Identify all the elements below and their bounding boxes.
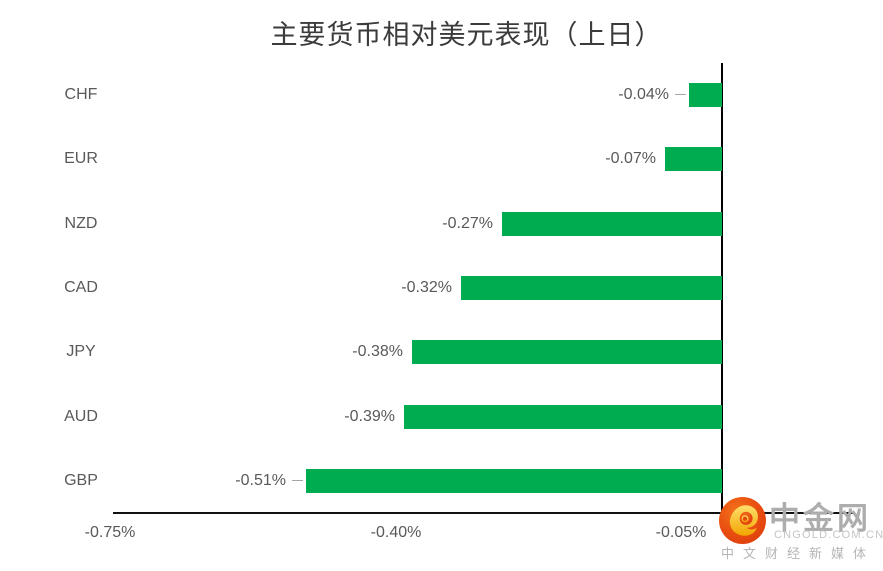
value-label: -0.07%	[605, 150, 656, 167]
x-tick-label: -0.40%	[370, 524, 422, 541]
value-label: -0.27%	[442, 215, 493, 232]
category-label: CHF	[64, 86, 98, 103]
leader-line	[675, 94, 686, 95]
cngold-logo-icon	[719, 497, 766, 544]
cngold-watermark: 中金网 CNGOLD.COM.CN 中文财经新媒体	[718, 494, 883, 566]
value-label: -0.38%	[352, 343, 403, 360]
bar-cad	[461, 276, 722, 300]
value-label: -0.51%	[235, 472, 286, 489]
value-label: -0.32%	[401, 279, 452, 296]
category-label: EUR	[64, 150, 98, 167]
category-label: JPY	[66, 343, 96, 360]
x-tick-label: -0.05%	[655, 524, 707, 541]
logo-tagline-text: 中文财经新媒体	[721, 546, 876, 561]
category-label: CAD	[64, 279, 98, 296]
bar-chf	[689, 83, 722, 107]
category-label: GBP	[64, 472, 98, 489]
value-label: -0.04%	[618, 86, 669, 103]
logo-domain-text: CNGOLD.COM.CN	[774, 529, 883, 541]
logo-brand-text: 中金网	[769, 501, 871, 537]
category-label: AUD	[64, 408, 98, 425]
x-tick-label: -0.75%	[84, 524, 136, 541]
category-label: NZD	[64, 215, 98, 232]
bar-gbp	[306, 469, 722, 493]
leader-line	[292, 480, 303, 481]
value-label: -0.39%	[344, 408, 395, 425]
chart-title: 主要货币相对美元表现（上日）	[270, 20, 663, 51]
bar-aud	[404, 405, 722, 429]
bar-jpy	[412, 340, 722, 364]
y-axis-line	[721, 63, 723, 513]
bar-eur	[665, 147, 722, 171]
x-axis-line	[113, 512, 853, 514]
bar-nzd	[502, 212, 722, 236]
